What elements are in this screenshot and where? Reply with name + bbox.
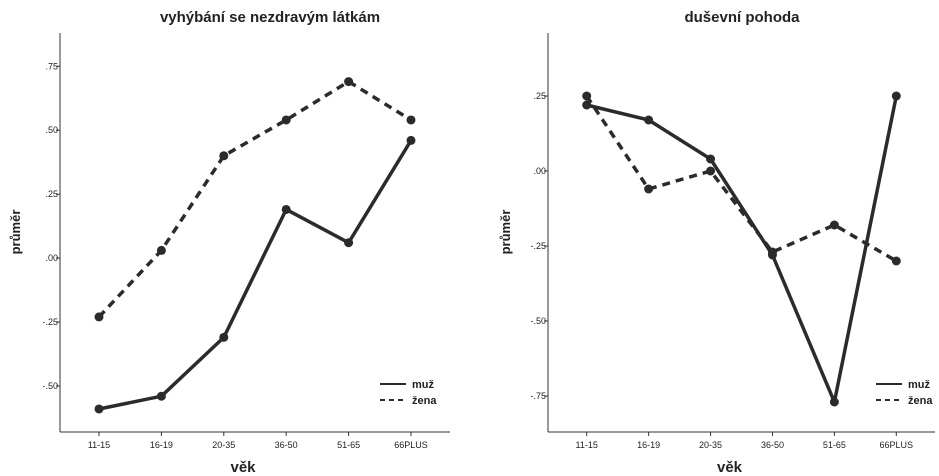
chart2-series-muz-point bbox=[891, 91, 901, 101]
chart1-series-zena-point bbox=[281, 115, 291, 125]
chart1-x-tick-label: 11-15 bbox=[88, 440, 110, 450]
chart2-y-tick-label: .00 bbox=[533, 166, 546, 176]
chart1-legend-label-zena: žena bbox=[412, 395, 437, 407]
chart2-series-muz-point bbox=[829, 397, 839, 407]
chart1-series-zena-point bbox=[156, 245, 166, 255]
chart1-x-axis-label: věk bbox=[230, 459, 256, 476]
chart1-y-tick-label: -.25 bbox=[42, 317, 58, 327]
chart1-series-zena-point bbox=[406, 115, 416, 125]
chart2-series-zena-point bbox=[891, 256, 901, 266]
chart2-series-zena-point bbox=[767, 247, 777, 257]
chart2-series-muz-point bbox=[644, 115, 654, 125]
chart2-series-muz-line bbox=[586, 95, 899, 404]
chart1-series-muz-line bbox=[98, 139, 413, 411]
chart1-series-muz-point bbox=[156, 391, 166, 401]
chart1-y-tick-label: -.50 bbox=[42, 381, 58, 391]
chart2-x-tick-label: 11-15 bbox=[576, 440, 598, 450]
chart1-y-axis-label: průměr bbox=[8, 210, 23, 255]
chart2-series-muz-point bbox=[582, 100, 592, 110]
chart2-legend-label-muz: muž bbox=[908, 379, 931, 391]
chart1-y-tick-label: .50 bbox=[45, 125, 58, 135]
chart2-x-tick-label: 16-19 bbox=[637, 440, 660, 450]
chart1-series-muz-point bbox=[406, 135, 416, 145]
chart1-legend-label-muz: muž bbox=[412, 379, 435, 391]
chart2-series-zena-point bbox=[706, 166, 716, 176]
chart2-x-tick-label: 66PLUS bbox=[880, 440, 914, 450]
chart1-series-zena-line bbox=[97, 79, 412, 319]
chart2-y-tick-label: -.75 bbox=[530, 391, 546, 401]
chart1-x-tick-label: 36-50 bbox=[275, 440, 298, 450]
chart1-x-tick-label: 20-35 bbox=[212, 440, 235, 450]
chart2-x-tick-label: 20-35 bbox=[699, 440, 722, 450]
chart2-legend-label-zena: žena bbox=[908, 395, 933, 407]
chart1-y-tick-label: .25 bbox=[45, 189, 58, 199]
chart2-y-tick-label: .25 bbox=[533, 91, 546, 101]
chart1-title: vyhýbání se nezdravým látkám bbox=[160, 9, 380, 26]
chart1-x-tick-label: 16-19 bbox=[150, 440, 173, 450]
chart1-series-muz-point bbox=[281, 204, 291, 214]
chart2-series-zena-point bbox=[582, 91, 592, 101]
chart1-y-tick-label: .00 bbox=[45, 253, 58, 263]
chart1-series-muz-point bbox=[344, 238, 354, 248]
chart2-series-zena-line bbox=[585, 95, 898, 263]
chart1-x-tick-label: 66PLUS bbox=[394, 440, 428, 450]
chart2-x-tick-label: 36-50 bbox=[761, 440, 784, 450]
chart1-series-zena-point bbox=[219, 151, 229, 161]
chart2-series-muz-point bbox=[706, 154, 716, 164]
chart2-x-axis-label: věk bbox=[717, 459, 743, 476]
chart1-series-zena-point bbox=[344, 77, 354, 87]
chart2-title: duševní pohoda bbox=[684, 9, 800, 26]
chart2-y-tick-label: -.25 bbox=[530, 241, 546, 251]
chart2-y-tick-label: -.50 bbox=[530, 316, 546, 326]
chart1-series-muz-point bbox=[219, 332, 229, 342]
chart1-y-tick-label: .75 bbox=[45, 61, 58, 71]
chart2-series-zena-point bbox=[829, 220, 839, 230]
chart2-y-axis-label: průměr bbox=[498, 210, 513, 255]
chart1-series-muz-point bbox=[94, 404, 104, 414]
chart1-x-tick-label: 51-65 bbox=[337, 440, 360, 450]
chart2-series-zena-point bbox=[644, 184, 654, 194]
chart1-series-zena-point bbox=[94, 312, 104, 322]
chart2-x-tick-label: 51-65 bbox=[823, 440, 846, 450]
